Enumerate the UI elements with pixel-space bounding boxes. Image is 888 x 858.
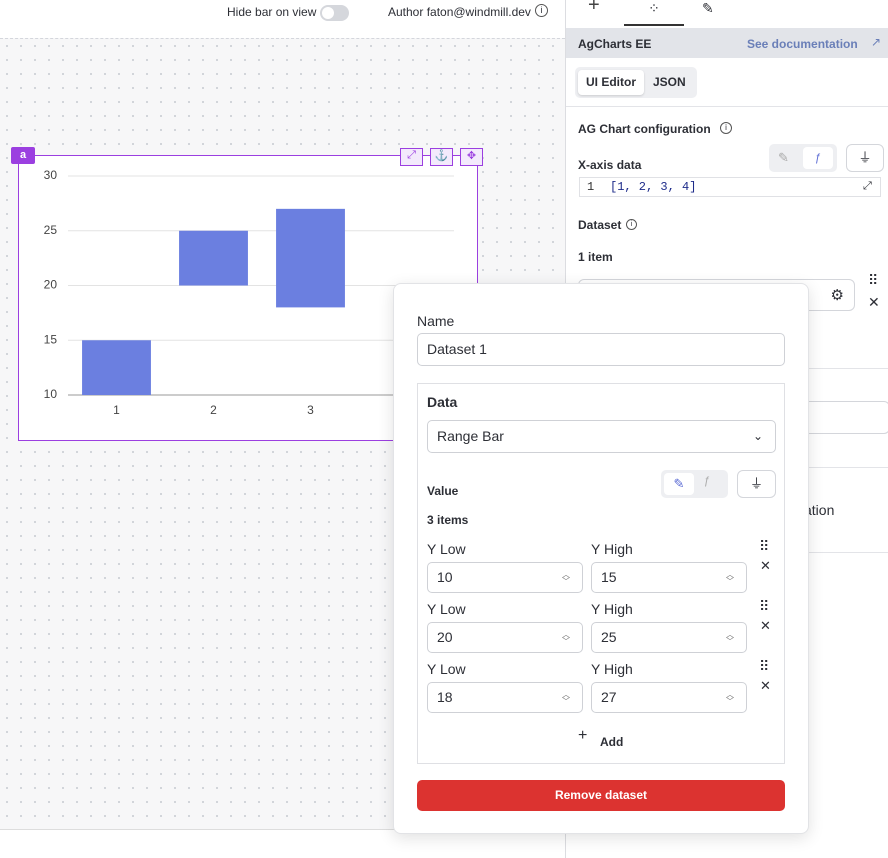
add-button[interactable]: Add [600, 735, 624, 749]
docs-link[interactable]: See documentation [747, 37, 858, 51]
component-tools: ⤢ ⚓ ✥ [400, 148, 485, 166]
name-label: Name [417, 313, 455, 329]
bar [82, 340, 151, 395]
bar [179, 230, 248, 286]
low-input[interactable]: 20 ︿ ﹀ [427, 622, 583, 653]
divider [566, 106, 888, 107]
panel-header: AgCharts EE See documentation ↗ [566, 28, 888, 58]
delete-icon[interactable]: ✕ [760, 678, 771, 693]
type-select[interactable]: Range Bar ⌄ [427, 420, 776, 453]
y-tick-label: 15 [44, 332, 58, 346]
expr-mode[interactable]: ƒ [704, 475, 711, 487]
delete-icon[interactable]: ✕ [760, 558, 771, 573]
author: Author faton@windmill.dev [388, 5, 531, 19]
spinner: ︿ ﹀ [726, 570, 734, 586]
mode-toggle: ✎ ƒ [769, 144, 837, 172]
toggle[interactable] [320, 5, 349, 21]
data-label: Data [427, 394, 458, 410]
high-input[interactable]: 25 ︿ ﹀ [591, 622, 747, 653]
chevron: ⌄ [752, 429, 763, 443]
component-id: a [11, 147, 35, 164]
y-tick-label: 20 [44, 278, 58, 292]
value-label: Value [427, 484, 459, 498]
data-section: Data Range Bar ⌄ Value ✎ ƒ ⏚ 3 items Y Lo… [417, 383, 785, 764]
add-icon: + [578, 727, 588, 744]
clipped-text: ation [804, 502, 835, 518]
x-axis-label: X-axis data [578, 158, 642, 172]
y-tick-label: 30 [44, 168, 58, 182]
code: [1, 2, 3, 4] [610, 180, 697, 194]
line-number: 1 [587, 180, 595, 194]
bar [276, 208, 345, 308]
x-tick-label: 1 [113, 403, 120, 417]
toggle-label: Hide bar on view [227, 5, 317, 19]
info-icon[interactable]: i [626, 219, 637, 230]
high-input[interactable]: 27 ︿ ﹀ [591, 682, 747, 713]
components-tab[interactable]: ⁘ [624, 0, 684, 26]
high-label: Y High [591, 601, 633, 617]
connect-button[interactable]: ⏚ [737, 470, 776, 498]
tab[interactable]: JSON [653, 75, 686, 89]
dataset-popup: Name Dataset 1 Data Range Bar ⌄ Value ✎ ƒ… [393, 283, 809, 834]
add-tab[interactable]: + [588, 0, 600, 16]
settings-icon[interactable]: ⚙ [830, 287, 844, 304]
dataset-label: Dataset [578, 218, 622, 232]
section-title: AG Chart configuration [578, 122, 711, 136]
info-icon[interactable]: i [720, 122, 732, 134]
code-editor[interactable]: 1 [1, 2, 3, 4] ⤢ [579, 177, 881, 197]
spinner: ︿ ﹀ [562, 570, 570, 586]
dataset-count: 1 item [578, 250, 613, 264]
info-icon[interactable]: i [535, 4, 548, 17]
tab[interactable]: UI Editor [578, 70, 644, 95]
expand-icon[interactable]: ⤢ [863, 181, 872, 193]
low-label: Y Low [427, 541, 466, 557]
y-tick-label: 10 [44, 387, 58, 401]
high-input[interactable]: 15 ︿ ﹀ [591, 562, 747, 593]
low-label: Y Low [427, 661, 466, 677]
spinner: ︿ ﹀ [562, 690, 570, 706]
chart: 10152025301234 [44, 168, 454, 417]
x-tick-label: 2 [210, 403, 217, 417]
spinner: ︿ ﹀ [726, 630, 734, 646]
static-mode[interactable]: ✎ [664, 473, 694, 495]
delete-icon[interactable]: ✕ [868, 294, 880, 310]
low-input[interactable]: 10 ︿ ﹀ [427, 562, 583, 593]
tabs: UI Editor JSON [575, 67, 697, 98]
move-button[interactable]: ✥ [460, 148, 483, 166]
expand-button[interactable]: ⤢ [400, 148, 423, 166]
high-label: Y High [591, 661, 633, 677]
drag-handle[interactable]: ⠿ [868, 272, 879, 288]
type-value: Range Bar [437, 428, 504, 444]
styles-tab[interactable]: ✎ [702, 0, 714, 16]
expr-mode[interactable]: ƒ [803, 147, 833, 169]
panel-title: AgCharts EE [578, 37, 652, 51]
connect-button[interactable]: ⏚ [846, 144, 884, 172]
spinner: ︿ ﹀ [726, 690, 734, 706]
x-tick-label: 3 [307, 403, 314, 417]
name-input[interactable]: Dataset 1 [417, 333, 785, 366]
delete-icon[interactable]: ✕ [760, 618, 771, 633]
remove-button[interactable]: Remove dataset [417, 780, 785, 811]
drag-handle[interactable]: ⠿ [759, 658, 770, 674]
external-icon: ↗ [871, 35, 882, 49]
low-label: Y Low [427, 601, 466, 617]
y-tick-label: 25 [44, 223, 58, 237]
drag-handle[interactable]: ⠿ [759, 598, 770, 614]
item-count: 3 items [427, 513, 469, 527]
toggle-knob [322, 7, 334, 19]
low-input[interactable]: 18 ︿ ﹀ [427, 682, 583, 713]
anchor-button[interactable]: ⚓ [430, 148, 453, 166]
drag-handle[interactable]: ⠿ [759, 538, 770, 554]
mode-toggle: ✎ ƒ [661, 470, 728, 498]
static-mode[interactable]: ✎ [778, 150, 789, 165]
spinner: ︿ ﹀ [562, 630, 570, 646]
high-label: Y High [591, 541, 633, 557]
